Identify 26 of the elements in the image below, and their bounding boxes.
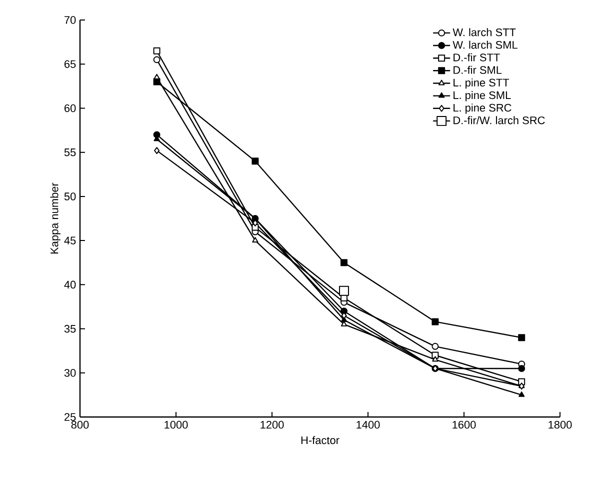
legend-label: W. larch STT (452, 28, 516, 36)
y-tick-label: 25 (64, 413, 76, 421)
y-tick-label: 40 (64, 280, 76, 289)
y-tick-label: 60 (64, 104, 76, 112)
y-tick-label: 30 (64, 369, 76, 377)
x-axis-title: H-factor (301, 436, 340, 444)
legend-label: W. larch SML (452, 40, 518, 49)
legend-label: L. pine STT (454, 78, 510, 89)
legend-label: D.-fir STT (454, 53, 500, 62)
y-tick-label: 65 (64, 60, 76, 68)
x-tick-label: 1800 (548, 420, 572, 429)
x-tick-label: 1400 (356, 420, 380, 429)
legend-label: D.-fir SML (454, 66, 502, 74)
legend-label: L. pine SML (454, 91, 511, 102)
legend-label: L. pine SRC (454, 104, 512, 114)
x-tick-label: 1200 (260, 420, 284, 429)
x-tick-label: 800 (71, 420, 89, 429)
y-tick-label: 70 (64, 16, 76, 24)
y-tick-label: 55 (64, 148, 76, 156)
x-tick-label: 1000 (164, 420, 188, 429)
y-tick-label: 50 (64, 192, 76, 200)
y-tick-label: 35 (64, 324, 76, 333)
x-tick-label: 1600 (452, 420, 476, 429)
legend-label: D.-fir/W. larch SRC (454, 116, 545, 124)
y-tick-label: 45 (64, 236, 76, 244)
y-axis-title: Kappa number (50, 182, 60, 254)
